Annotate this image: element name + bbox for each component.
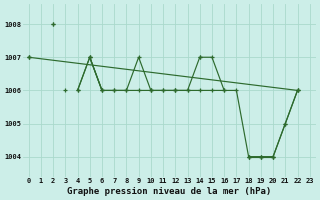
X-axis label: Graphe pression niveau de la mer (hPa): Graphe pression niveau de la mer (hPa) — [67, 187, 271, 196]
